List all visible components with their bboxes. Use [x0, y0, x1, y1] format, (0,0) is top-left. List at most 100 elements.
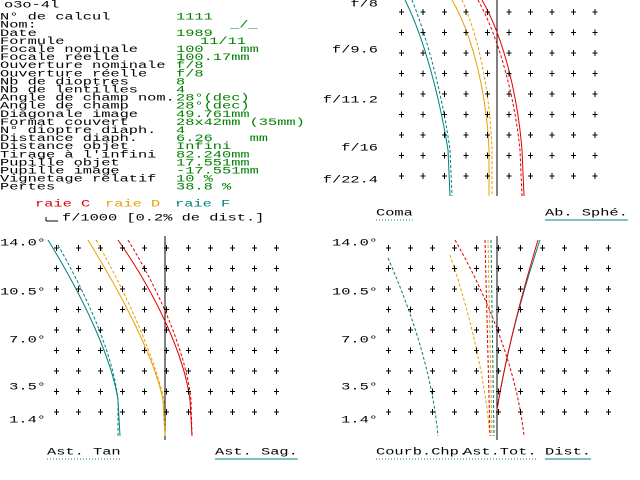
grid-cross	[540, 368, 545, 374]
param-label: Focale nominale	[0, 44, 138, 56]
grid-cross	[549, 152, 555, 159]
grid-cross	[408, 347, 413, 354]
grid-cross	[528, 91, 533, 97]
grid-cross	[540, 388, 545, 395]
grid-cross	[274, 409, 279, 415]
grid-cross	[120, 409, 125, 415]
grid-cross	[399, 50, 404, 56]
grid-cross	[571, 50, 576, 56]
grid-cross	[506, 70, 512, 77]
grid-cross	[430, 368, 435, 374]
grid-cross	[562, 388, 567, 395]
param-label: Tirage à l'infini	[0, 149, 156, 161]
grid-cross	[571, 132, 576, 138]
grid-cross	[485, 132, 490, 138]
param-label: N° de calcul	[0, 12, 110, 24]
y-label: 14.0°	[332, 238, 378, 250]
grid-cross	[386, 327, 391, 333]
grid-cross	[420, 50, 426, 56]
grid-cross	[208, 306, 213, 313]
param-label: Focale réelle	[0, 52, 120, 64]
grid-cross	[430, 388, 435, 395]
grid-cross	[474, 265, 479, 272]
param-value: 100.17mm	[176, 53, 250, 64]
param-label: N° dioptre diaph.	[0, 125, 156, 137]
grid-cross	[430, 327, 435, 333]
grid-cross	[463, 9, 469, 15]
grid-cross	[420, 70, 426, 77]
grid-cross	[252, 409, 257, 415]
grid-cross	[442, 70, 447, 77]
grid-cross	[528, 29, 533, 36]
param-value: -17.551mm	[176, 167, 259, 178]
param-label: Distance objet	[0, 141, 129, 153]
grid-cross	[54, 245, 59, 251]
grid-cross	[164, 265, 169, 272]
grid-cross	[399, 9, 404, 15]
grid-cross	[230, 306, 235, 313]
grid-cross	[549, 29, 555, 36]
grid-cross	[549, 50, 555, 56]
grid-cross	[571, 173, 576, 179]
y-label: f/11.2	[323, 95, 378, 107]
grid-cross	[98, 347, 103, 354]
grid-cross	[592, 132, 598, 138]
grid-cross	[571, 29, 576, 36]
grid-cross	[430, 306, 435, 313]
grid-cross	[463, 173, 469, 179]
grid-cross	[549, 111, 555, 118]
plot-label: Coma	[376, 209, 413, 220]
grid-cross	[442, 9, 447, 15]
param-label: Angle de champ nom.	[0, 93, 175, 105]
grid-cross	[592, 152, 598, 159]
grid-cross	[274, 347, 279, 354]
grid-cross	[463, 50, 469, 56]
plot-label: Courb.Chp.	[376, 447, 468, 459]
grid-cross	[120, 368, 125, 374]
param-label: Nb de dioptres	[0, 76, 129, 88]
grid-cross	[474, 388, 479, 395]
param-value: 82.240mm	[176, 150, 250, 161]
param-label: Pupille image	[0, 166, 120, 178]
grid-cross	[442, 173, 447, 179]
grid-cross	[142, 409, 147, 415]
grid-cross	[528, 152, 533, 159]
grid-cross	[274, 245, 279, 251]
grid-cross	[518, 286, 523, 292]
grid-cross	[496, 409, 501, 415]
param-value: 28°(dec)	[176, 101, 250, 113]
y-label: 10.5°	[332, 287, 378, 299]
grid-cross	[142, 327, 147, 333]
param-value: 17.551mm	[176, 158, 250, 169]
grid-cross	[142, 286, 147, 292]
grid-cross	[98, 265, 103, 272]
grid-cross	[592, 70, 598, 77]
grid-cross	[164, 306, 169, 313]
grid-cross	[496, 327, 501, 333]
grid-cross	[142, 265, 147, 272]
grid-cross	[120, 286, 125, 292]
grid-cross	[528, 132, 533, 138]
grid-cross	[562, 265, 567, 272]
grid-cross	[252, 368, 257, 374]
grid-cross	[485, 70, 490, 77]
grid-cross	[496, 286, 501, 292]
grid-cross	[518, 347, 523, 354]
grid-cross	[474, 327, 479, 333]
grid-cross	[120, 245, 125, 251]
grid-cross	[98, 306, 103, 313]
grid-cross	[496, 368, 501, 374]
grid-cross	[120, 347, 125, 354]
param-label: Format couvert	[0, 118, 129, 129]
grid-cross	[186, 265, 191, 272]
grid-cross	[186, 388, 191, 395]
grid-cross	[474, 245, 479, 251]
plot-label: Ab. Sphé.	[545, 208, 628, 220]
grid-cross	[452, 327, 457, 333]
grid-cross	[76, 306, 81, 313]
grid-cross	[606, 306, 611, 313]
param-label: Diagonale image	[0, 109, 138, 121]
grid-cross	[562, 245, 567, 251]
param-label: Angle de champ	[0, 101, 129, 113]
grid-cross	[98, 409, 103, 415]
